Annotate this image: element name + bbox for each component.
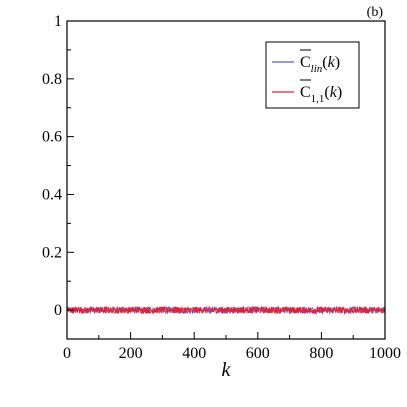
legend-clin-arg: ( [322, 54, 327, 71]
legend-c11-c: C [300, 84, 311, 101]
panel-label: (b) [367, 5, 384, 20]
legend-clin-k: k [328, 54, 336, 71]
series-line-c11 [66, 305, 386, 315]
y-tick-label: 0.2 [42, 244, 62, 261]
x-axis-label: k [222, 359, 232, 381]
y-axis-ticks: 0 0.2 0.4 0.6 0.8 1 [42, 13, 74, 340]
y-tick-label: 0.6 [42, 129, 62, 146]
legend-c11-arg: ( [324, 84, 329, 101]
legend-clin-c: C [300, 54, 311, 71]
legend-clin-sub: lin [311, 63, 323, 75]
x-tick-label: 600 [246, 345, 270, 362]
legend: Clin(k) C1,1(k) [265, 41, 360, 109]
x-tick-label: 400 [182, 345, 206, 362]
legend-label-clin: Clin(k) [300, 54, 340, 75]
y-tick-label: 0.4 [42, 186, 62, 203]
legend-label-c11: C1,1(k) [300, 84, 342, 105]
y-tick-label: 0.8 [42, 71, 62, 88]
y-tick-label: 1 [54, 13, 62, 30]
x-tick-label: 200 [119, 345, 143, 362]
legend-c11-k: k [330, 84, 338, 101]
legend-box [265, 41, 360, 109]
series-layer [66, 305, 386, 315]
legend-c11-sub: 1,1 [311, 93, 325, 105]
x-tick-label: 1000 [369, 345, 401, 362]
x-tick-label: 800 [309, 345, 333, 362]
x-axis-ticks: 0 200 400 600 800 1000 [63, 332, 401, 362]
legend-c11-close: ) [337, 84, 342, 101]
y-tick-label: 0 [54, 302, 62, 319]
x-tick-label: 0 [63, 345, 71, 362]
legend-clin-close: ) [335, 54, 340, 71]
